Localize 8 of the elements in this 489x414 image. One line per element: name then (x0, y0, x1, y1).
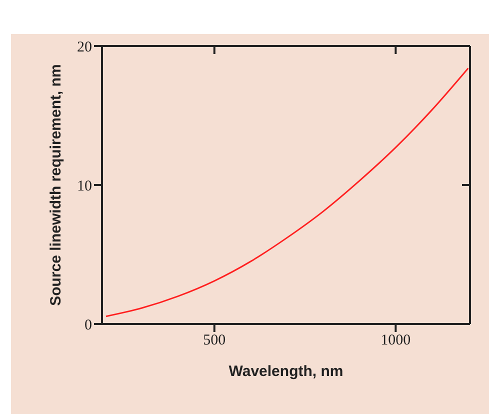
x-axis-title: Wavelength, nm (228, 363, 344, 380)
x-tick-label: 500 (203, 332, 226, 349)
y-tick-label: 0 (84, 317, 92, 334)
y-axis-title: Source linewidth requirement, nm (47, 64, 64, 306)
line-series (105, 67, 469, 318)
y-tick-label: 20 (77, 39, 92, 56)
x-tick-label: 1000 (380, 332, 411, 349)
y-tick-label: 10 (77, 178, 92, 194)
